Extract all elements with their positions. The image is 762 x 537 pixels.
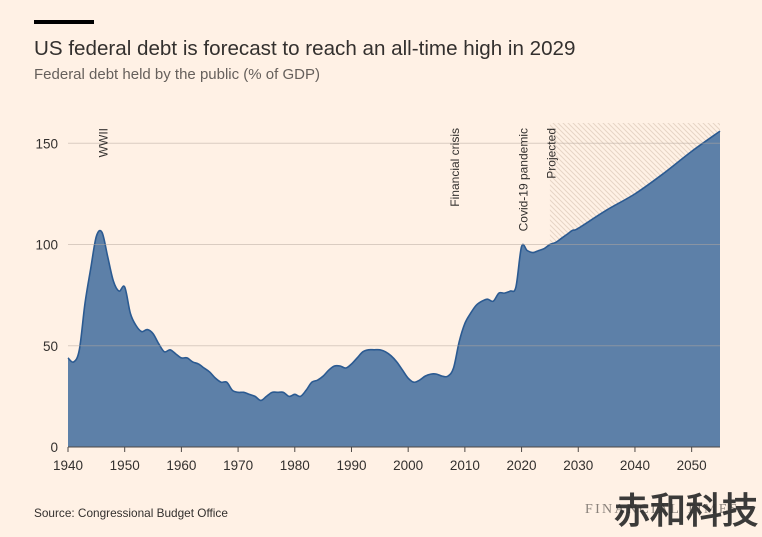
x-tick-label: 2040 [620,458,650,473]
x-tick-label: 2000 [393,458,423,473]
annotation-label: Covid-19 pandemic [516,128,530,231]
ft-logo: FINANCIAL TIMES [585,502,740,517]
top-rule [34,20,94,24]
x-tick-label: 1970 [223,458,253,473]
x-tick-label: 2010 [450,458,480,473]
x-tick-label: 1940 [53,458,83,473]
debt-area [68,131,720,447]
x-tick-label: 1950 [110,458,140,473]
y-tick-label: 100 [35,238,58,253]
x-tick-label: 2030 [563,458,593,473]
annotation-label: Financial crisis [448,128,462,207]
x-tick-label: 1990 [336,458,366,473]
y-tick-label: 0 [50,440,58,455]
watermark: 赤和科技 [613,491,758,532]
debt-line [67,130,721,402]
chart-title: US federal debt is forecast to reach an … [34,37,576,60]
source-note: Source: Congressional Budget Office [34,506,228,520]
x-tick-label: 2020 [507,458,537,473]
y-tick-label: 50 [43,339,58,354]
x-tick-label: 1960 [166,458,196,473]
annotation-label: WWII [97,128,111,157]
chart-subtitle: Federal debt held by the public (% of GD… [34,66,320,83]
y-tick-label: 150 [35,136,58,151]
x-tick-label: 2050 [677,458,707,473]
x-tick-label: 1980 [280,458,310,473]
annotation-label: Projected [545,128,559,179]
